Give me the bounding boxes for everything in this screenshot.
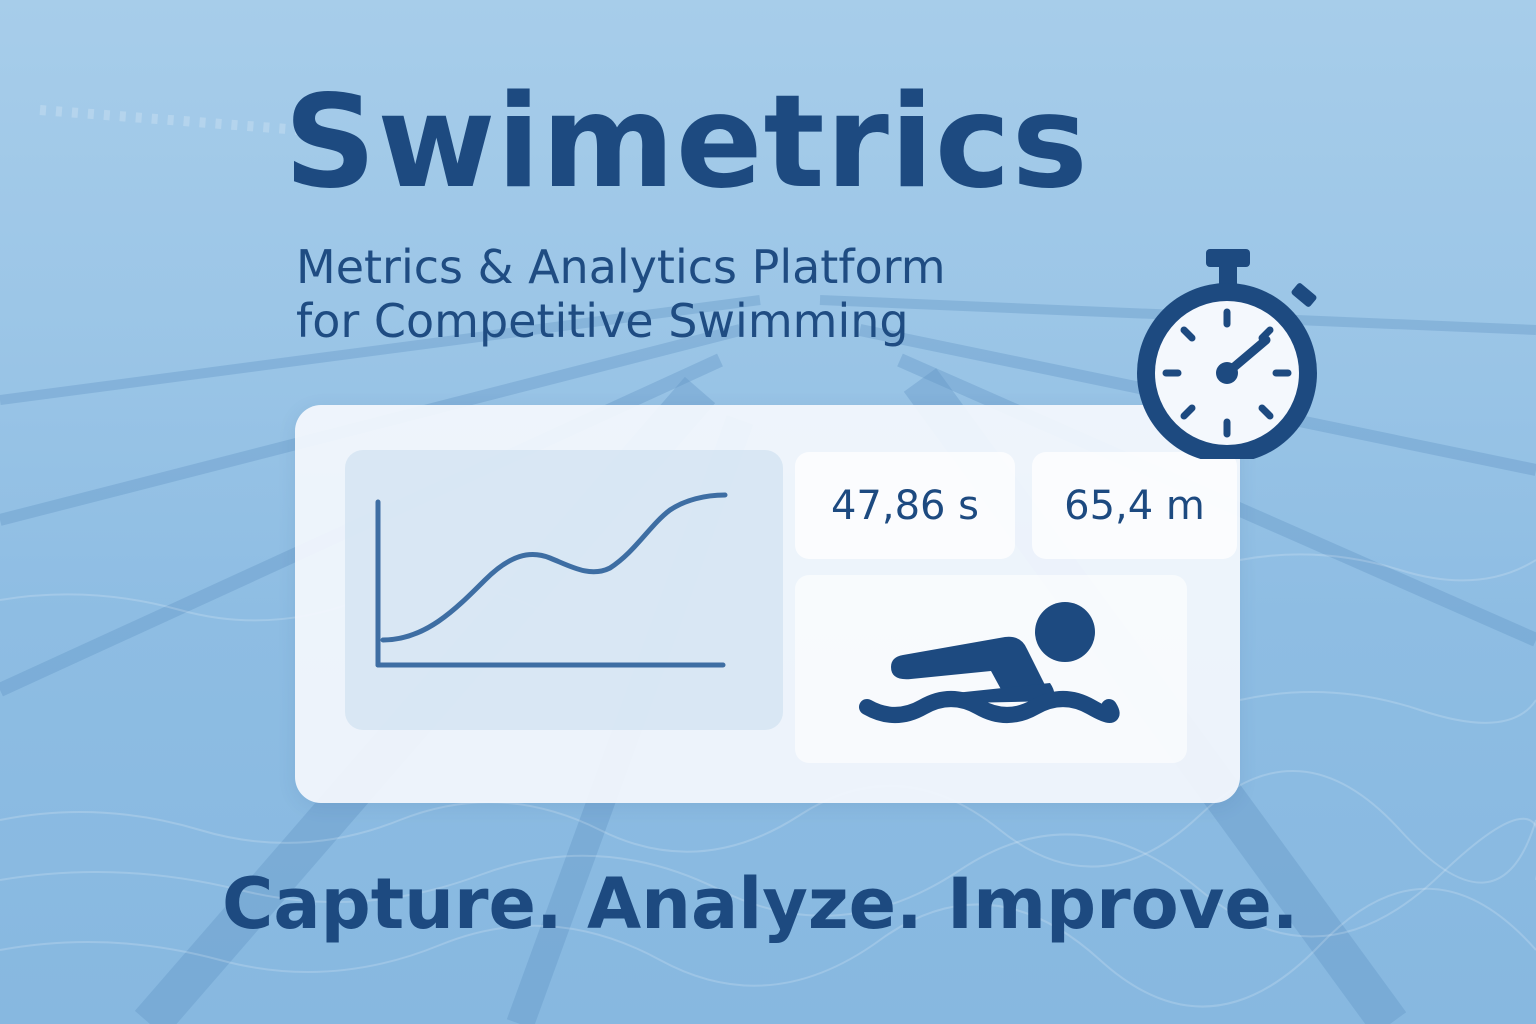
tagline: Capture. Analyze. Improve. (222, 863, 1299, 945)
swimmer-arm (891, 636, 1049, 693)
time-metric: 47,86 s (795, 452, 1015, 559)
water-wave (859, 691, 1120, 723)
stopwatch-crown (1206, 249, 1250, 267)
app-title: Swimetrics (284, 68, 1089, 217)
performance-chart-panel (345, 450, 783, 730)
stopwatch-stem (1219, 262, 1237, 284)
dashboard-card: 47,86 s 65,4 m (295, 405, 1240, 803)
subtitle-line-2: for Competitive Swimming (296, 294, 909, 348)
line-chart-icon (375, 492, 728, 668)
swimmer-icon (859, 602, 1120, 723)
stopwatch-hub (1216, 362, 1238, 384)
distance-metric: 65,4 m (1032, 452, 1237, 559)
stopwatch-icon (1137, 249, 1317, 459)
app-subtitle: Metrics & Analytics Platform for Competi… (296, 240, 946, 348)
stopwatch-side-button (1291, 283, 1317, 307)
swimmer-head (1035, 602, 1095, 662)
swimmer-body (955, 683, 1055, 703)
subtitle-line-1: Metrics & Analytics Platform (296, 240, 946, 294)
chart-trend-line (380, 492, 728, 643)
swimmer-panel (795, 575, 1187, 763)
